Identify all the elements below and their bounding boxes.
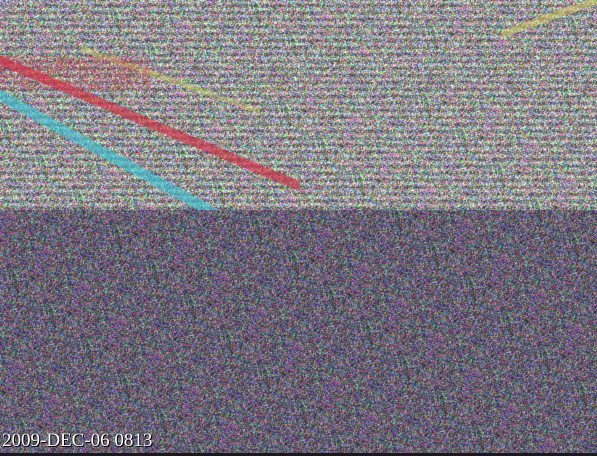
- bottom-border: [0, 453, 597, 456]
- timestamp-overlay: 2009-DEC-06 0813: [2, 430, 153, 451]
